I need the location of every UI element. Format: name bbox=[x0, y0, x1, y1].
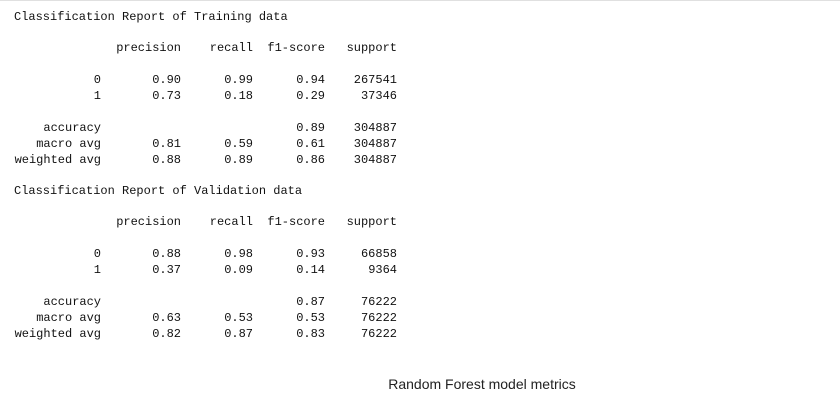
row-label: accuracy bbox=[43, 121, 101, 135]
cell: 76222 bbox=[360, 311, 397, 325]
cell: 0.98 bbox=[224, 247, 253, 261]
cell: 0.37 bbox=[152, 263, 181, 277]
cell: 0.94 bbox=[296, 73, 325, 87]
cell: 66858 bbox=[360, 247, 397, 261]
cell: 9364 bbox=[368, 263, 397, 277]
cell: 0.87 bbox=[224, 327, 253, 341]
cell: 0.53 bbox=[224, 311, 253, 325]
row-label: 0 bbox=[93, 73, 101, 87]
row-label: accuracy bbox=[43, 295, 101, 309]
cell: 76222 bbox=[360, 327, 397, 341]
cell: 0.59 bbox=[224, 137, 253, 151]
cell: 0.88 bbox=[152, 247, 181, 261]
cell: 0.99 bbox=[224, 73, 253, 87]
column-header: f1-score bbox=[267, 41, 325, 55]
cell: 0.18 bbox=[224, 89, 253, 103]
cell: 0.83 bbox=[296, 327, 325, 341]
cell: 0.14 bbox=[296, 263, 325, 277]
cell: 0.53 bbox=[296, 311, 325, 325]
cell: 304887 bbox=[353, 121, 397, 135]
cell: 0.09 bbox=[224, 263, 253, 277]
row-label: 1 bbox=[93, 263, 101, 277]
cell: 0.90 bbox=[152, 73, 181, 87]
cell: 267541 bbox=[353, 73, 397, 87]
cell: 0.89 bbox=[224, 153, 253, 167]
cell: 304887 bbox=[353, 153, 397, 167]
cell: 37346 bbox=[360, 89, 397, 103]
cell: 0.61 bbox=[296, 137, 325, 151]
cell: 0.87 bbox=[296, 295, 325, 309]
column-header: recall bbox=[209, 215, 253, 229]
column-header: recall bbox=[209, 41, 253, 55]
report-title: Classification Report of Validation data bbox=[14, 184, 303, 198]
cell: 0.93 bbox=[296, 247, 325, 261]
column-header: precision bbox=[116, 215, 181, 229]
column-header: precision bbox=[116, 41, 181, 55]
cell: 0.63 bbox=[152, 311, 181, 325]
cell: 0.81 bbox=[152, 137, 181, 151]
row-label: 0 bbox=[93, 247, 101, 261]
column-header: f1-score bbox=[267, 215, 325, 229]
cell: 0.29 bbox=[296, 89, 325, 103]
cell: 0.88 bbox=[152, 153, 181, 167]
cell: 0.89 bbox=[296, 121, 325, 135]
column-header: support bbox=[346, 215, 397, 229]
cell: 0.86 bbox=[296, 153, 325, 167]
row-label: 1 bbox=[93, 89, 101, 103]
row-label: weighted avg bbox=[14, 153, 101, 167]
caption: Random Forest model metrics bbox=[388, 376, 576, 392]
row-label: macro avg bbox=[36, 311, 101, 325]
column-header: support bbox=[346, 41, 397, 55]
cell: 0.82 bbox=[152, 327, 181, 341]
cell: 76222 bbox=[360, 295, 397, 309]
cell: 304887 bbox=[353, 137, 397, 151]
row-label: weighted avg bbox=[14, 327, 101, 341]
report-title: Classification Report of Training data bbox=[14, 10, 288, 24]
row-label: macro avg bbox=[36, 137, 101, 151]
cell: 0.73 bbox=[152, 89, 181, 103]
